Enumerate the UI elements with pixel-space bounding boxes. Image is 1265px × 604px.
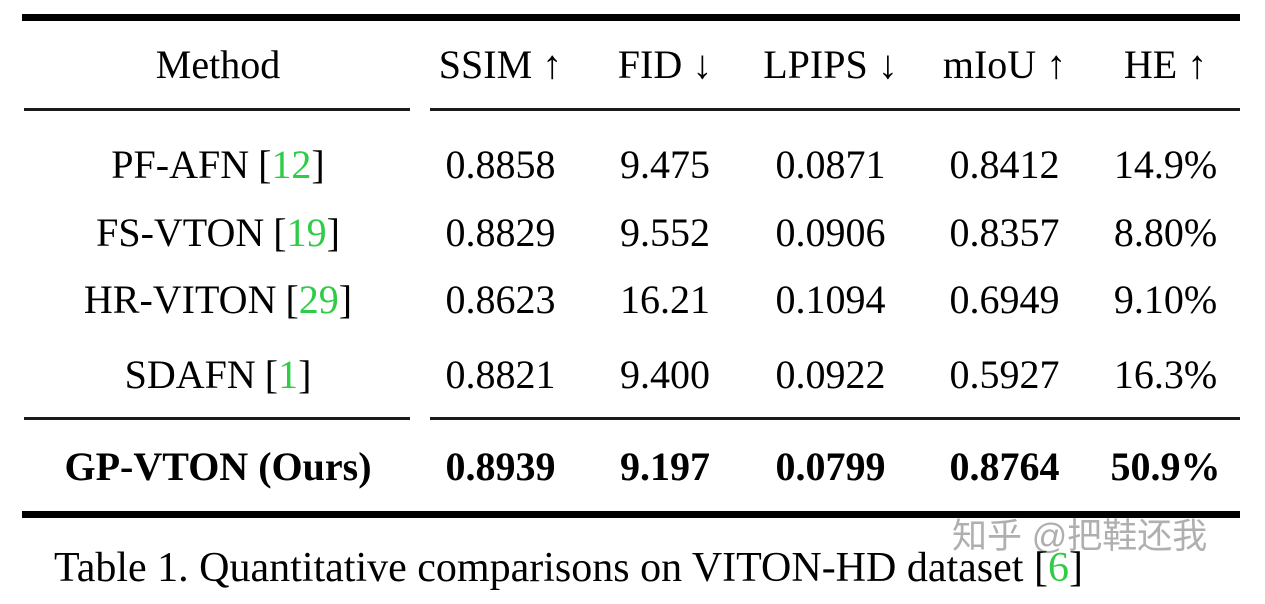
citation-bracket-open: [ — [258, 142, 272, 187]
miou-value: 0.6949 — [949, 277, 1060, 322]
method-name: FS-VTON — [96, 210, 265, 255]
method-cell: PF-AFN [12] — [22, 145, 414, 185]
he-value: 9.10% — [1113, 277, 1218, 322]
fid-value: 9.475 — [620, 142, 710, 187]
ssim-value: 0.8623 — [445, 277, 556, 322]
citation-number: 12 — [271, 142, 312, 187]
citation-number: 29 — [298, 277, 339, 322]
citation-bracket-open: [ — [1033, 545, 1048, 591]
column-header-he: HE ↑ — [1123, 42, 1208, 87]
citation-bracket-open: [ — [273, 210, 287, 255]
method-name: SDAFN — [124, 352, 256, 397]
citation-bracket-close: ] — [338, 277, 353, 322]
citation-bracket-open: [ — [264, 352, 279, 397]
citation-bracket-open: [ — [285, 277, 299, 322]
miou-value: 0.5927 — [949, 352, 1060, 397]
lpips-value: 0.0922 — [775, 352, 886, 397]
fid-value: 9.400 — [620, 352, 710, 397]
method-cell: SDAFN [1] — [22, 355, 414, 395]
column-header-lpips: LPIPS ↓ — [763, 42, 898, 87]
miou-value: 0.8764 — [949, 444, 1060, 489]
ssim-value: 0.8858 — [445, 142, 556, 187]
citation-bracket-close: ] — [298, 352, 312, 397]
table-row-ours: GP-VTON (Ours) 0.8939 9.197 0.0799 0.876… — [22, 437, 1240, 497]
table-bottom-rule — [22, 511, 1240, 518]
table-row: HR-VITON [29] 0.8623 16.21 0.1094 0.6949 … — [22, 270, 1240, 330]
column-header-ssim: SSIM ↑ — [438, 42, 563, 87]
he-value: 14.9% — [1113, 142, 1218, 187]
table-row: FS-VTON [19] 0.8829 9.552 0.0906 0.8357 8… — [22, 203, 1240, 263]
he-value: 8.80% — [1113, 210, 1218, 255]
table-row: PF-AFN [12] 0.8858 9.475 0.0871 0.8412 14… — [22, 135, 1240, 195]
table-header-row: Method SSIM ↑ FID ↓ LPIPS ↓ mIoU ↑ HE ↑ — [22, 30, 1240, 100]
fid-value: 16.21 — [620, 277, 710, 322]
method-cell: FS-VTON [19] — [22, 213, 414, 253]
he-value: 50.9% — [1110, 444, 1221, 489]
lpips-value: 0.0871 — [775, 142, 886, 187]
zhihu-watermark: 知乎 @把鞋还我 — [952, 517, 1208, 556]
method-name: HR-VITON — [83, 277, 277, 322]
column-header-method: Method — [155, 42, 281, 87]
fid-value: 9.552 — [620, 210, 710, 255]
lpips-value: 0.1094 — [775, 277, 886, 322]
ssim-value: 0.8939 — [445, 444, 556, 489]
body-midrule-metrics-segment — [430, 417, 1240, 420]
citation-number: 1 — [278, 352, 299, 397]
lpips-value: 0.0799 — [775, 444, 886, 489]
lpips-value: 0.0906 — [775, 210, 886, 255]
ssim-value: 0.8829 — [445, 210, 556, 255]
citation-bracket-close: ] — [311, 142, 325, 187]
method-name: PF-AFN — [111, 142, 250, 187]
column-header-miou: mIoU ↑ — [942, 42, 1067, 87]
body-midrule-method-segment — [24, 417, 410, 420]
table-caption: Table 1. Quantitative comparisons on VIT… — [54, 545, 1083, 591]
citation-number: 19 — [286, 210, 327, 255]
citation-number: 6 — [1047, 545, 1069, 591]
method-cell: GP-VTON (Ours) — [64, 444, 372, 489]
fid-value: 9.197 — [620, 444, 710, 489]
citation-bracket-close: ] — [1068, 545, 1083, 591]
miou-value: 0.8357 — [949, 210, 1060, 255]
header-midrule-method-segment — [24, 108, 410, 111]
column-header-fid: FID ↓ — [617, 42, 713, 87]
he-value: 16.3% — [1113, 352, 1218, 397]
miou-value: 0.8412 — [949, 142, 1060, 187]
ssim-value: 0.8821 — [445, 352, 556, 397]
table-row: SDAFN [1] 0.8821 9.400 0.0922 0.5927 16.3… — [22, 345, 1240, 405]
method-cell: HR-VITON [29] — [22, 280, 414, 320]
header-midrule-metrics-segment — [430, 108, 1240, 111]
caption-text: Table 1. Quantitative comparisons on VIT… — [54, 545, 1034, 591]
table-top-rule — [22, 14, 1240, 21]
citation-bracket-close: ] — [326, 210, 340, 255]
